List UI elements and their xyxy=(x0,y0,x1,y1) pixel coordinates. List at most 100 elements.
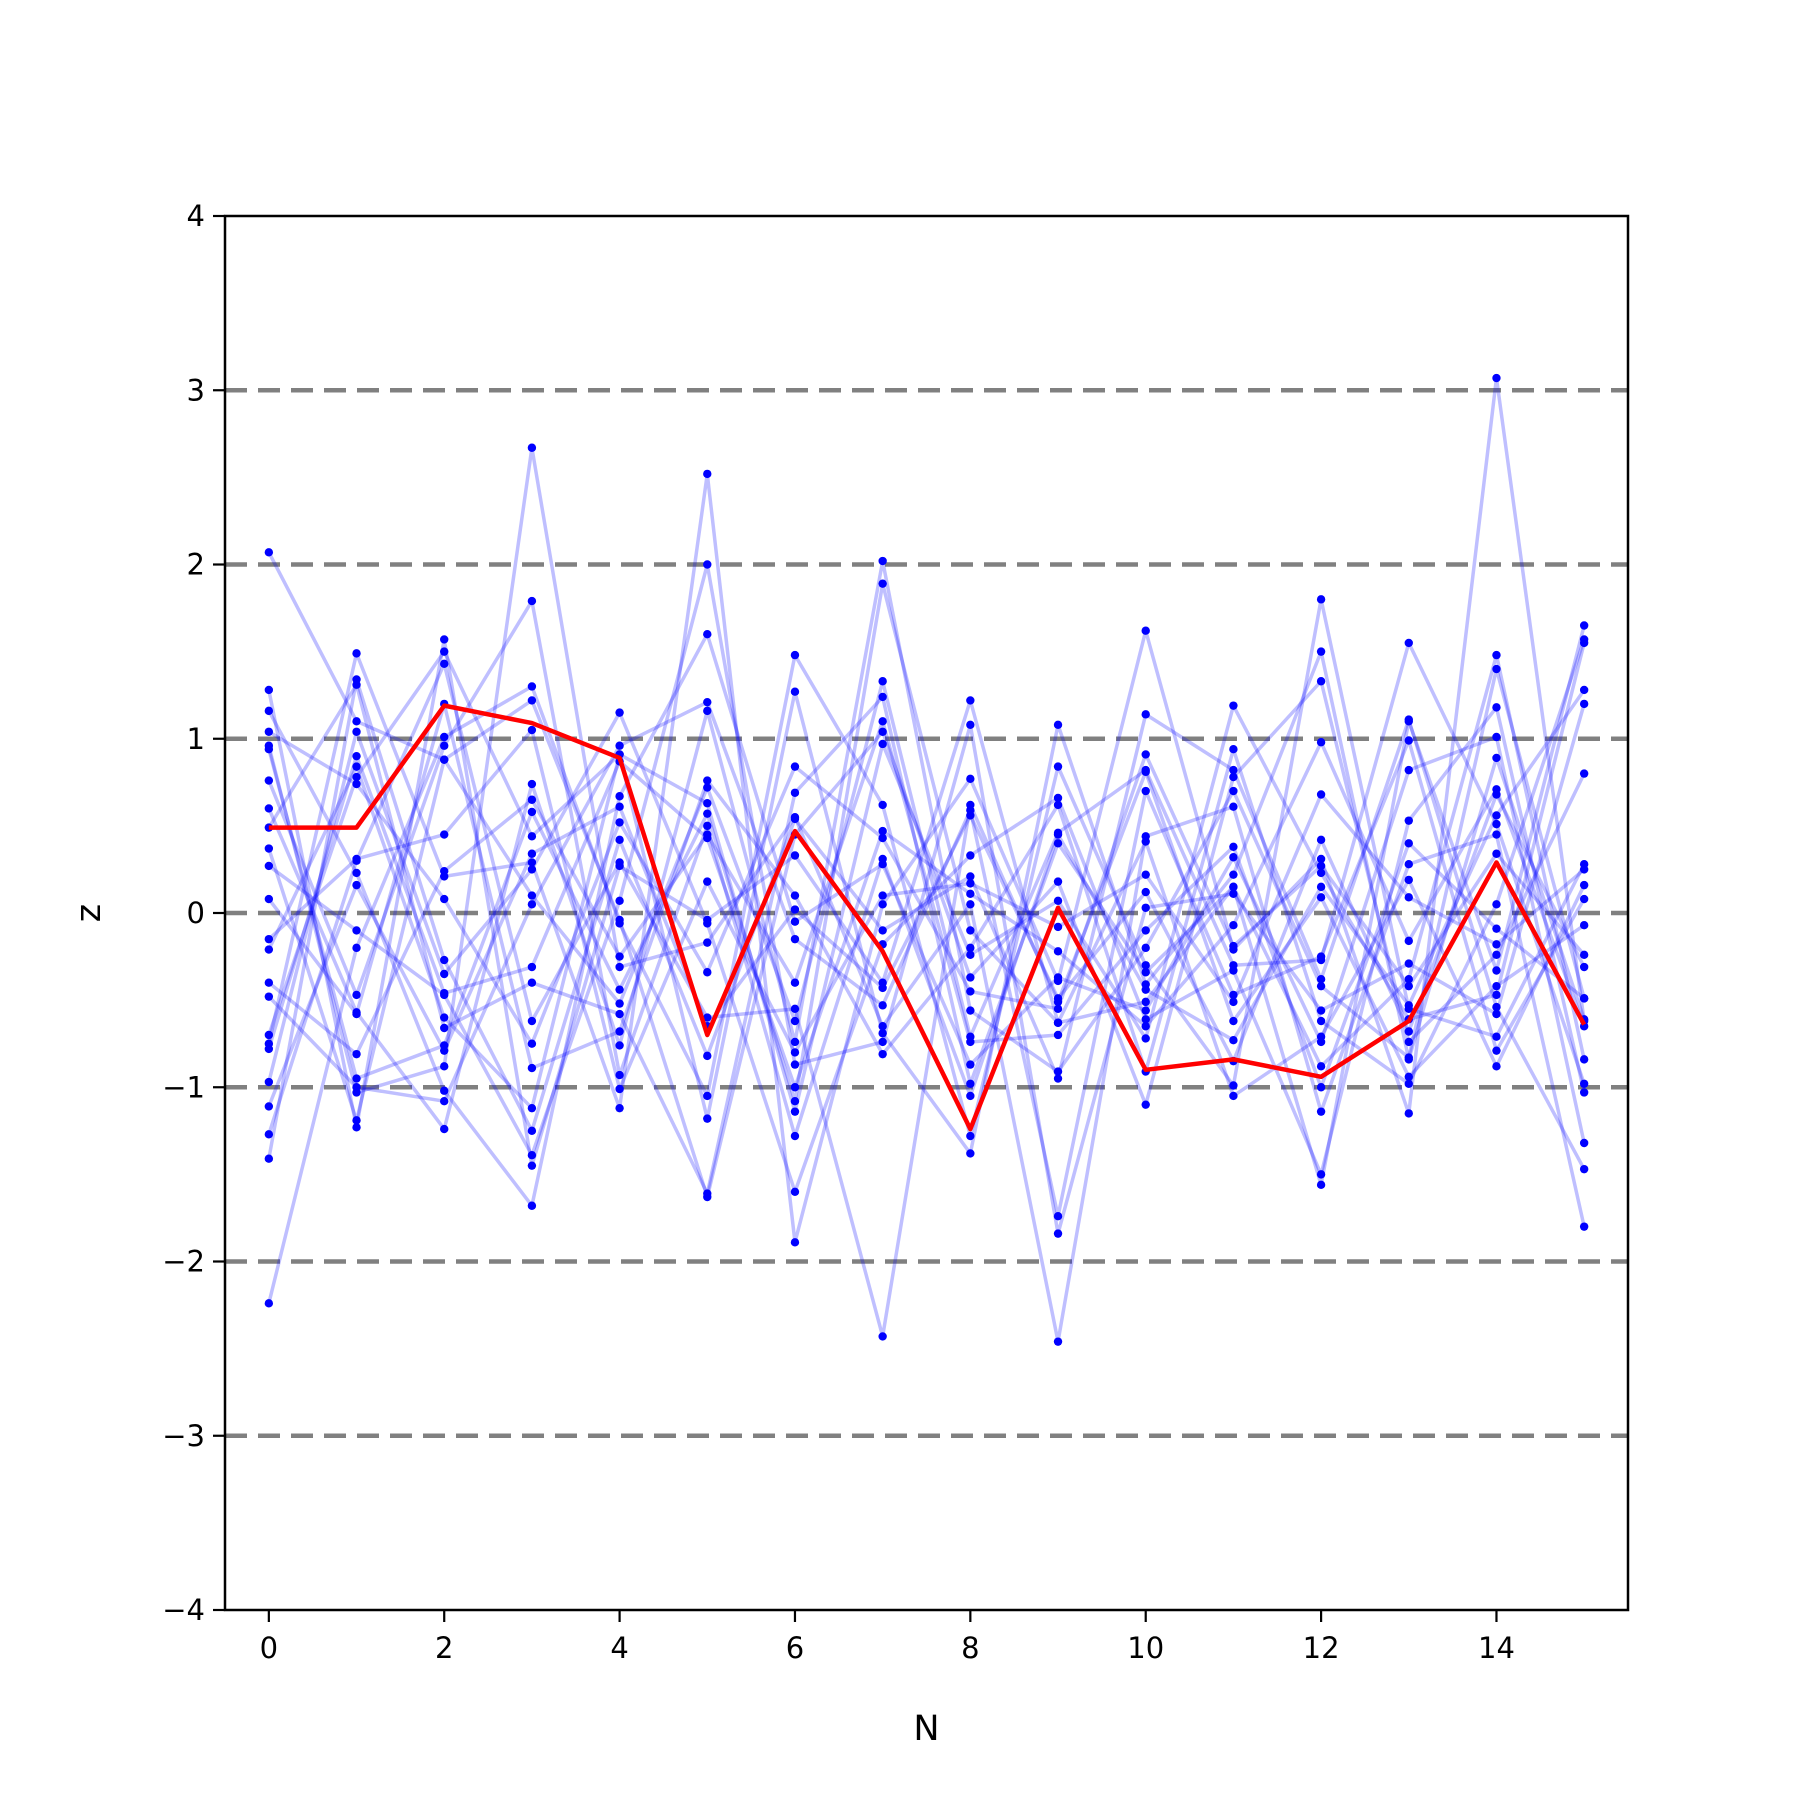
series-12-point-1 xyxy=(352,772,361,782)
series-22-point-13 xyxy=(1404,839,1413,848)
series-11-point-4 xyxy=(615,896,624,906)
series-17-point-6 xyxy=(790,788,800,797)
series-9-point-3 xyxy=(527,696,537,705)
series-6-point-0 xyxy=(264,804,274,813)
series-16-point-11 xyxy=(1229,990,1238,1000)
series-5-point-0 xyxy=(264,945,274,954)
series-2-point-8 xyxy=(966,696,975,705)
series-21-point-1 xyxy=(352,779,361,789)
series-12-point-0 xyxy=(264,1030,274,1040)
series-11-point-15 xyxy=(1579,699,1589,709)
series-line-20 xyxy=(267,638,1586,1086)
series-9-point-15 xyxy=(1579,769,1589,778)
series-22-point-7 xyxy=(878,717,887,726)
series-12-point-12 xyxy=(1316,647,1326,656)
series-6-point-3 xyxy=(527,779,537,789)
series-14-point-15 xyxy=(1579,1164,1589,1174)
series-16-point-9 xyxy=(1053,1211,1063,1221)
series-18-point-8 xyxy=(966,879,975,888)
series-14-point-13 xyxy=(1404,715,1413,724)
series-23-point-2 xyxy=(440,1046,449,1055)
series-11-point-12 xyxy=(1316,1006,1326,1015)
series-0-point-14 xyxy=(1492,819,1501,829)
series-16-point-13 xyxy=(1404,736,1413,745)
series-10-point-11 xyxy=(1229,966,1238,975)
series-20-point-6 xyxy=(790,891,800,900)
series-3-point-7 xyxy=(878,800,887,810)
series-6-point-4 xyxy=(615,1041,624,1050)
series-8-point-3 xyxy=(527,1201,537,1210)
series-4-point-4 xyxy=(615,962,624,972)
series-8-point-2 xyxy=(440,1086,449,1095)
series-19-point-11 xyxy=(1229,920,1238,930)
series-16-point-2 xyxy=(440,1096,449,1106)
series-5-point-14 xyxy=(1492,990,1501,1000)
series-line-13 xyxy=(267,581,1586,1103)
series-10-point-15 xyxy=(1579,1088,1589,1097)
series-10-point-12 xyxy=(1316,1170,1326,1179)
series-21-point-6 xyxy=(790,762,800,771)
series-1-point-4 xyxy=(615,1103,624,1113)
series-5-point-12 xyxy=(1316,868,1326,878)
series-18-point-2 xyxy=(440,830,449,839)
series-5-point-10 xyxy=(1141,1034,1150,1043)
x-tick-label-2: 4 xyxy=(610,1631,628,1665)
series-22-point-0 xyxy=(264,978,274,987)
series-23-point-6 xyxy=(790,905,800,914)
series-13-point-7 xyxy=(878,579,887,588)
series-19-point-2 xyxy=(440,988,449,998)
series-1-point-8 xyxy=(966,774,975,784)
series-7-point-7 xyxy=(878,1332,887,1341)
series-15-point-6 xyxy=(790,1131,800,1141)
highlight-series-group xyxy=(268,703,1587,1132)
series-16-point-3 xyxy=(527,900,537,909)
series-5-point-2 xyxy=(440,1013,449,1022)
series-7-point-4 xyxy=(615,858,624,867)
series-7-point-14 xyxy=(1492,981,1501,991)
series-17-point-4 xyxy=(615,1009,624,1019)
series-15-point-14 xyxy=(1492,811,1501,820)
series-22-point-4 xyxy=(615,952,624,961)
series-11-point-14 xyxy=(1492,1009,1501,1019)
series-0-point-6 xyxy=(790,1016,800,1026)
series-1-point-10 xyxy=(1141,626,1150,635)
series-12-point-2 xyxy=(440,647,449,656)
series-14-point-2 xyxy=(440,955,449,965)
series-21-point-14 xyxy=(1492,849,1501,858)
series-3-point-1 xyxy=(352,943,361,953)
series-12-point-7 xyxy=(878,1029,887,1038)
series-10-point-1 xyxy=(352,727,361,736)
series-15-point-7 xyxy=(878,854,887,864)
series-1-point-5 xyxy=(703,469,712,479)
series-5-point-5 xyxy=(703,799,712,808)
series-8-point-5 xyxy=(703,630,712,639)
series-19-point-8 xyxy=(966,889,975,899)
series-16-point-1 xyxy=(352,1083,361,1092)
series-5-point-6 xyxy=(790,1107,800,1116)
series-16-point-5 xyxy=(703,697,712,707)
series-0-point-7 xyxy=(878,677,887,686)
series-9-point-4 xyxy=(615,915,624,925)
series-line-18 xyxy=(267,728,1586,1091)
series-16-point-15 xyxy=(1579,894,1589,904)
series-16-point-0 xyxy=(264,992,274,1001)
series-0-point-1 xyxy=(352,717,361,726)
series-line-5 xyxy=(267,642,1586,1114)
series-17-point-5 xyxy=(703,1189,712,1198)
series-10-point-8 xyxy=(966,851,975,860)
series-14-point-5 xyxy=(703,1051,712,1061)
series-17-point-14 xyxy=(1492,650,1501,660)
series-20-point-9 xyxy=(1053,800,1063,810)
series-22-point-2 xyxy=(440,866,449,876)
series-15-point-3 xyxy=(527,596,537,606)
series-20-point-3 xyxy=(527,1063,537,1073)
series-20-point-1 xyxy=(352,1009,361,1019)
series-line-0 xyxy=(267,551,1586,1085)
series-11-point-0 xyxy=(264,861,274,871)
series-9-point-2 xyxy=(440,755,449,764)
series-21-point-13 xyxy=(1404,981,1413,991)
series-21-point-10 xyxy=(1141,750,1150,759)
series-10-point-3 xyxy=(527,865,537,874)
series-7-point-10 xyxy=(1141,767,1150,777)
series-7-point-15 xyxy=(1579,920,1589,930)
